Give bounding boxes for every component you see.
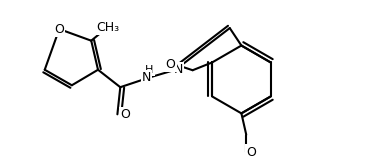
Text: O: O — [54, 23, 64, 36]
Text: CH₃: CH₃ — [96, 21, 119, 34]
Text: H: H — [145, 65, 154, 75]
Text: O: O — [120, 108, 130, 121]
Text: O: O — [165, 58, 175, 71]
Text: N: N — [142, 71, 151, 84]
Text: O: O — [246, 146, 256, 159]
Text: N: N — [174, 63, 183, 76]
